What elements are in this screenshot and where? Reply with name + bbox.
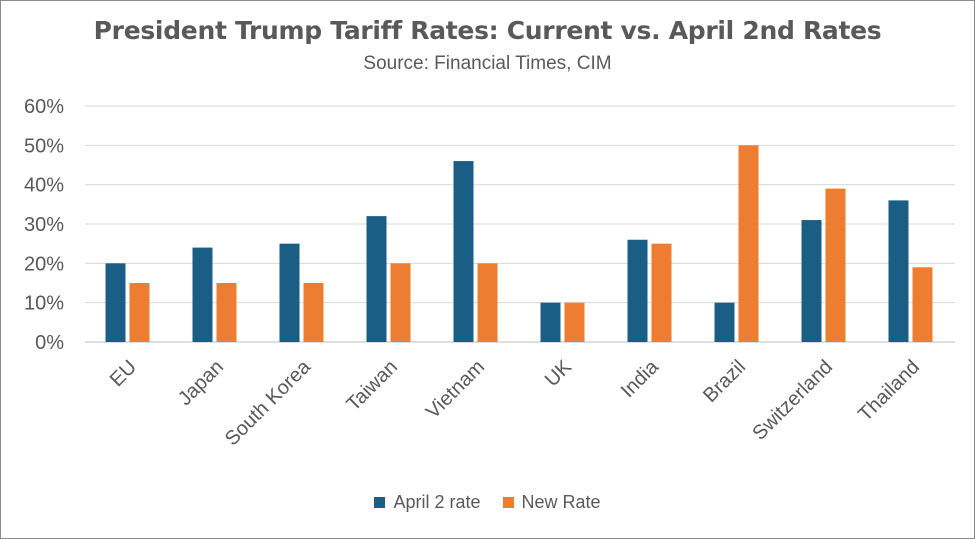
legend-label-new-rate: New Rate xyxy=(521,492,601,512)
bar-april-2-rate xyxy=(453,161,474,342)
bar-new-rate xyxy=(564,302,585,342)
x-tick-label: Switzerland xyxy=(748,356,837,445)
legend-label-april-2-rate: April 2 rate xyxy=(393,492,481,512)
bar-april-2-rate xyxy=(801,220,822,342)
bar-new-rate xyxy=(825,188,846,342)
bar-new-rate xyxy=(738,145,759,342)
y-tick-label: 50% xyxy=(24,135,64,157)
x-tick-label: South Korea xyxy=(221,355,316,450)
bar-april-2-rate xyxy=(714,302,735,342)
chart-title: President Trump Tariff Rates: Current vs… xyxy=(93,16,882,45)
y-tick-label: 0% xyxy=(35,332,64,354)
bar-april-2-rate xyxy=(627,239,648,342)
legend-swatch-new-rate xyxy=(502,497,514,508)
bar-april-2-rate xyxy=(540,302,561,342)
y-tick-label: 60% xyxy=(24,96,64,118)
x-tick-label: Japan xyxy=(174,356,228,410)
chart-subtitle: Source: Financial Times, CIM xyxy=(363,53,612,74)
y-tick-label: 40% xyxy=(24,175,64,197)
x-tick-label: Vietnam xyxy=(422,356,489,423)
x-tick-label: India xyxy=(617,355,664,402)
x-tick-label: EU xyxy=(106,356,141,391)
x-tick-label: Brazil xyxy=(699,356,750,407)
bar-april-2-rate xyxy=(105,263,126,342)
bar-new-rate xyxy=(477,263,498,342)
legend-item-new-rate: New Rate xyxy=(502,492,601,513)
y-tick-label: 20% xyxy=(24,253,64,275)
bar-april-2-rate xyxy=(279,243,300,342)
legend-item-april-2-rate: April 2 rate xyxy=(374,492,481,513)
x-tick-label: Taiwan xyxy=(342,356,402,416)
bar-new-rate xyxy=(216,283,237,342)
y-tick-label: 10% xyxy=(24,293,64,315)
y-tick-label: 30% xyxy=(24,214,64,236)
legend-swatch-april-2-rate xyxy=(374,497,386,508)
x-tick-label: Thailand xyxy=(854,356,924,426)
bar-april-2-rate xyxy=(888,200,909,342)
bar-new-rate xyxy=(912,267,933,342)
x-tick-label: UK xyxy=(541,356,577,392)
bar-new-rate xyxy=(651,243,672,342)
bar-new-rate xyxy=(303,283,324,342)
bar-april-2-rate xyxy=(366,216,387,342)
chart-legend: April 2 rate New Rate xyxy=(0,492,975,513)
bar-april-2-rate xyxy=(192,247,213,342)
bar-new-rate xyxy=(390,263,411,342)
bar-new-rate xyxy=(129,283,150,342)
